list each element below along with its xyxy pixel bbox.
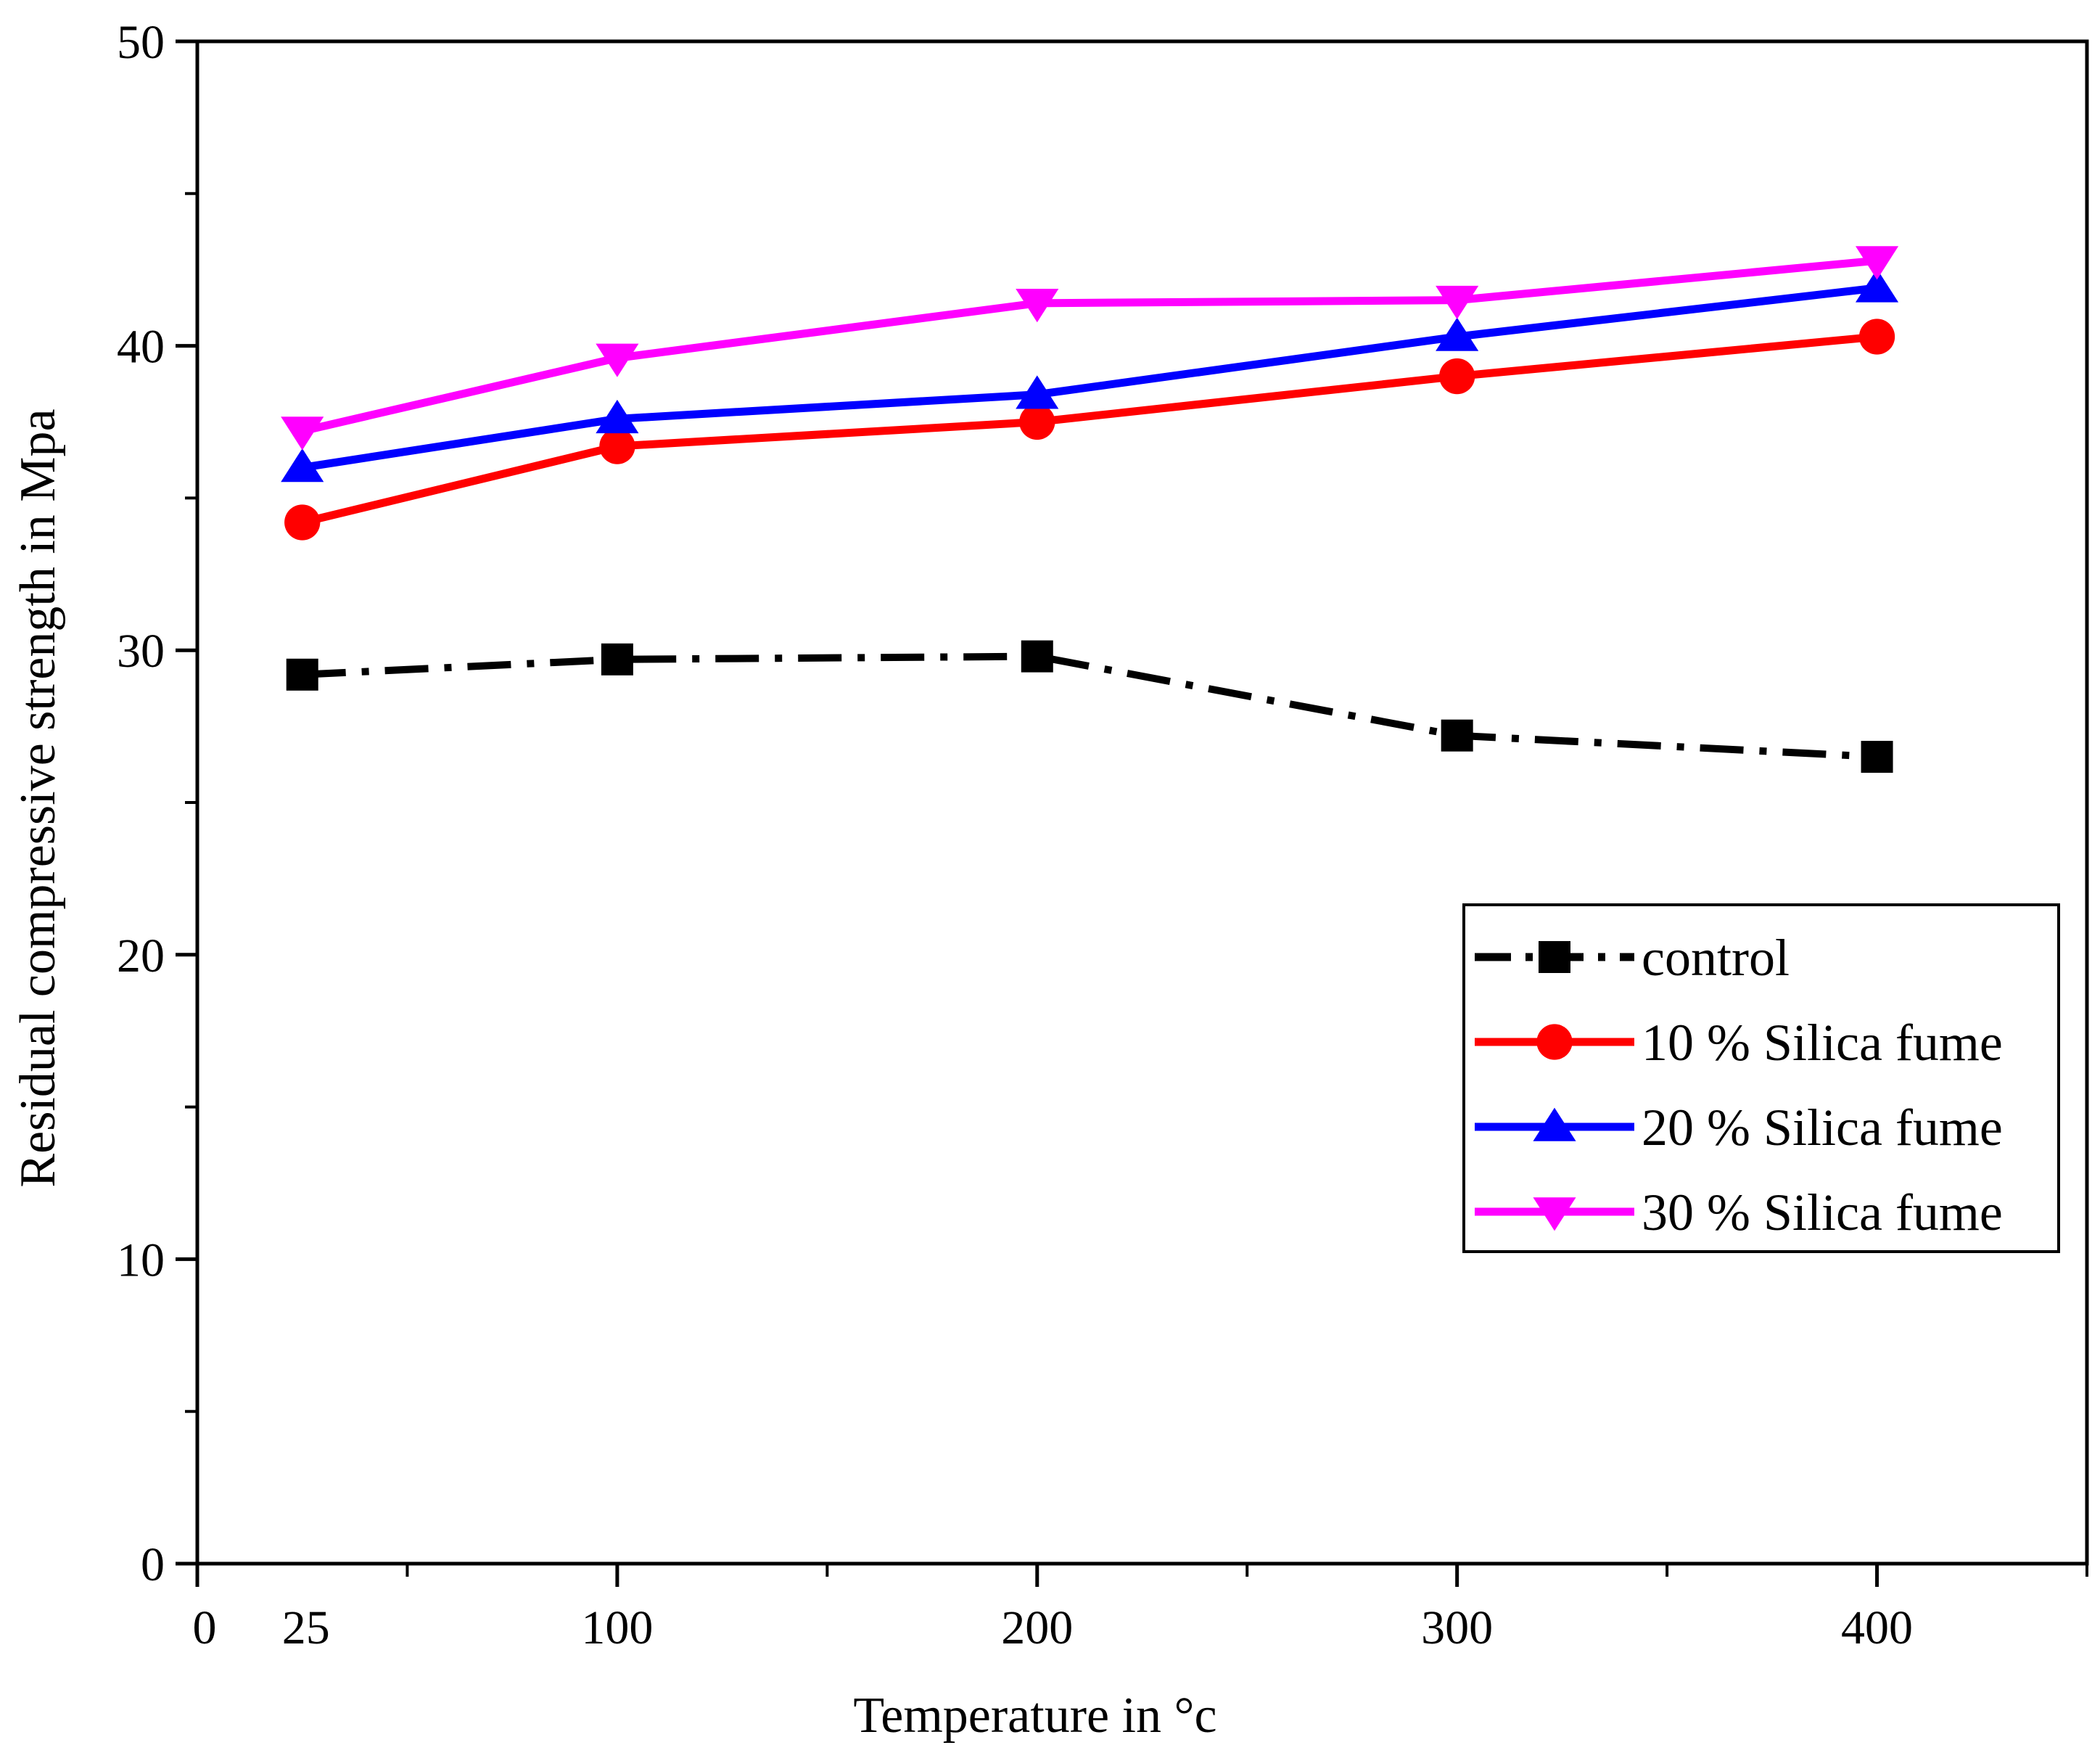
square-marker: [1441, 719, 1473, 752]
triangle-down-marker: [1533, 1197, 1576, 1231]
legend-item: 30 % Silica fume: [1475, 1183, 2003, 1241]
series-3: [281, 246, 1899, 451]
y-tick-label: 0: [141, 1538, 165, 1591]
triangle-up-marker: [1436, 317, 1479, 351]
y-tick-label: 50: [117, 16, 165, 69]
series-line: [302, 652, 1877, 761]
circle-marker: [284, 504, 321, 541]
x-tick-label: 100: [581, 1601, 653, 1654]
triangle-down-marker: [596, 343, 639, 377]
triangle-up-marker: [281, 448, 324, 483]
triangle-up-marker: [1016, 375, 1059, 409]
square-marker: [1539, 941, 1570, 973]
legend-label: 20 % Silica fume: [1642, 1099, 2003, 1157]
triangle-down-marker: [1855, 246, 1899, 280]
x-tick-label: 200: [1001, 1601, 1073, 1654]
triangle-up-marker: [596, 399, 639, 434]
legend-label: control: [1642, 929, 1790, 987]
y-tick-label: 40: [117, 321, 165, 374]
circle-marker: [1858, 319, 1895, 355]
legend-label: 10 % Silica fume: [1642, 1014, 2003, 1072]
circle-marker: [1439, 358, 1475, 395]
triangle-down-marker: [1016, 289, 1059, 323]
axes-layer: 0 10 20 30 40 50 0 25 100 200 300 400: [117, 16, 2088, 1654]
square-marker: [1861, 741, 1893, 773]
circle-marker: [1019, 403, 1055, 440]
series-layer: [281, 246, 1899, 773]
y-tick-label: 30: [117, 625, 165, 678]
x-tick-label: 400: [1841, 1601, 1913, 1654]
square-marker: [286, 658, 318, 691]
x-tick-label: 0: [193, 1601, 217, 1654]
x-axis-title: Temperature in °c: [853, 1688, 1216, 1744]
y-axis-title: Residual compressive strength in Mpa: [10, 409, 66, 1187]
square-marker: [1021, 640, 1053, 673]
legend-label: 30 % Silica fume: [1642, 1183, 2003, 1241]
triangle-up-marker: [1855, 268, 1899, 303]
circle-marker: [1536, 1024, 1573, 1060]
series-1: [284, 319, 1895, 541]
y-tick-label: 20: [117, 929, 165, 982]
triangle-down-marker: [1436, 285, 1479, 320]
legend-item: 10 % Silica fume: [1475, 1014, 2003, 1072]
triangle-up-marker: [1533, 1107, 1576, 1141]
legend-item: control: [1475, 929, 1790, 987]
y-tick-label: 10: [117, 1233, 165, 1286]
square-marker: [601, 643, 633, 676]
circle-marker: [599, 428, 635, 464]
x-tick-label: 300: [1421, 1601, 1493, 1654]
x-tick-label: 25: [282, 1601, 330, 1654]
series-0: [286, 640, 1893, 773]
triangle-down-marker: [281, 416, 324, 451]
legend: control 10 % Silica fume 20 % Silica fume 3…: [1462, 903, 2060, 1253]
legend-item: 20 % Silica fume: [1475, 1099, 2003, 1157]
series-2: [281, 268, 1899, 483]
